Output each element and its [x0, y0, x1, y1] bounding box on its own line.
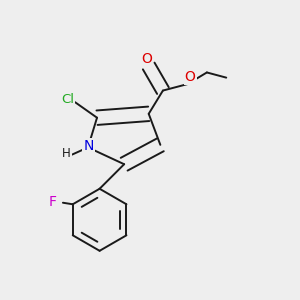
Text: H: H [62, 147, 70, 160]
Text: N: N [83, 139, 94, 153]
Text: Cl: Cl [61, 93, 74, 106]
Text: O: O [184, 70, 196, 84]
Text: O: O [141, 52, 152, 66]
Text: F: F [49, 195, 57, 209]
